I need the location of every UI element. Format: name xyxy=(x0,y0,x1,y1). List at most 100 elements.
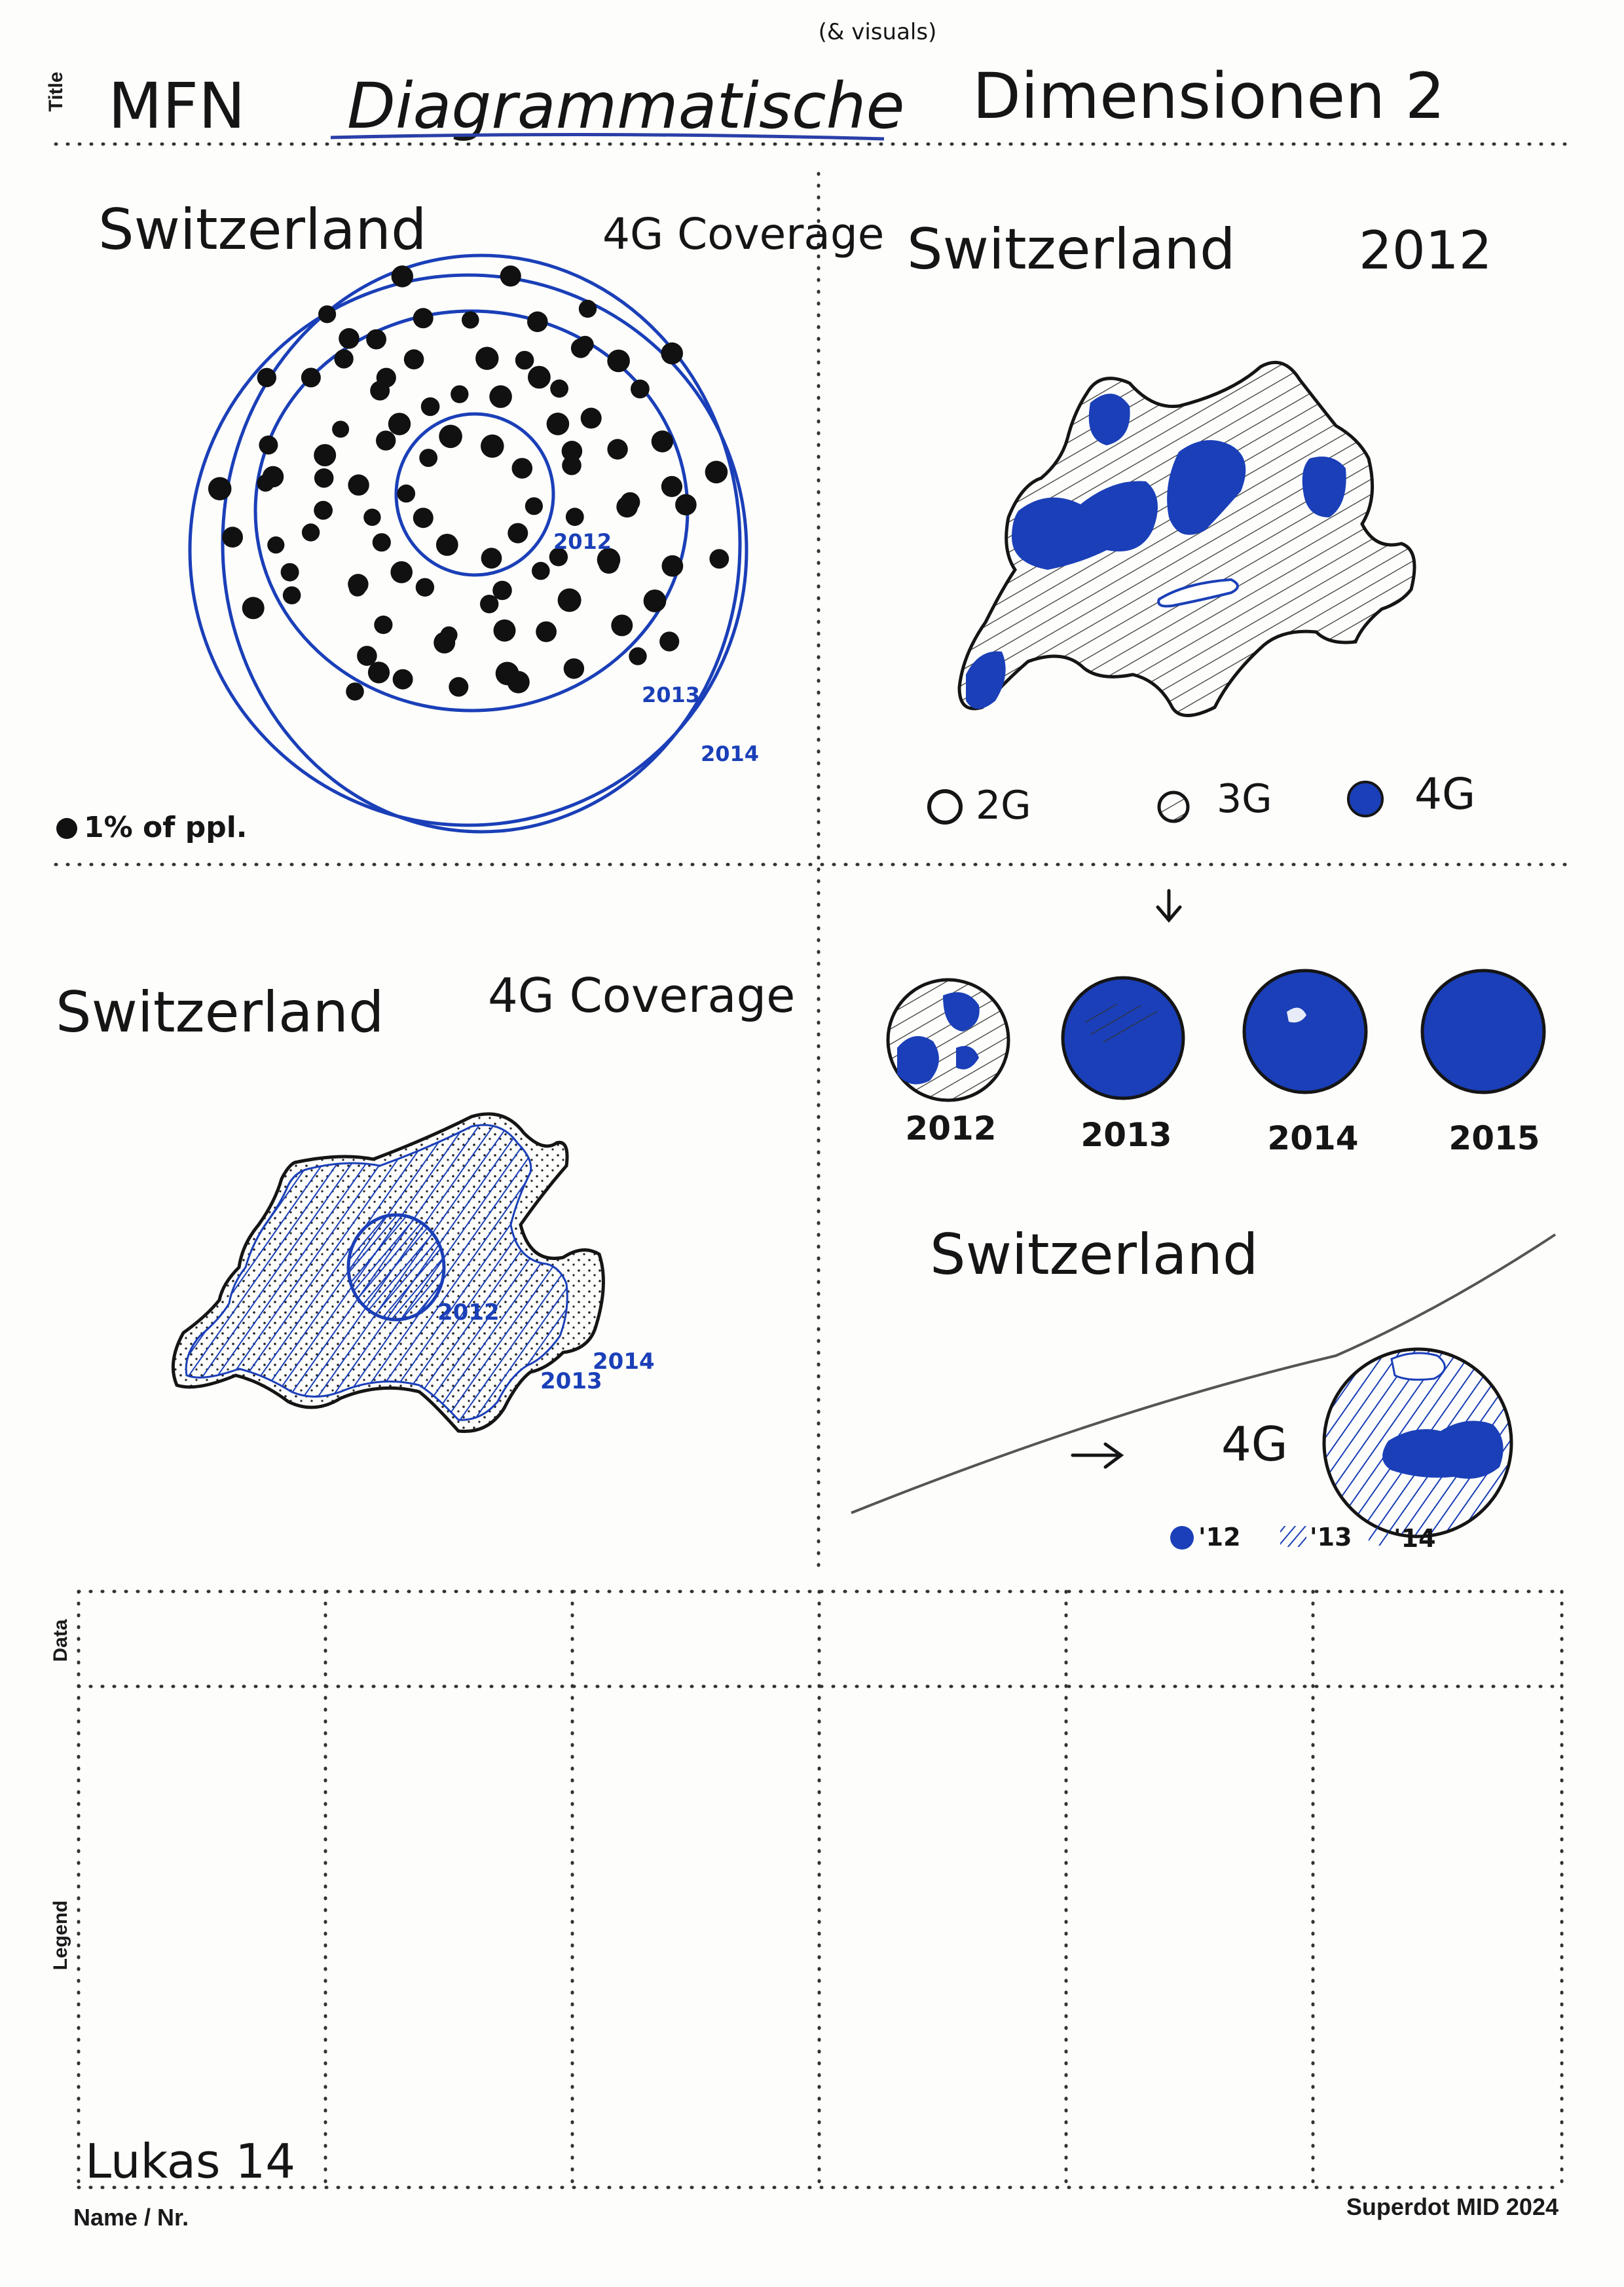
year-2013: 2013 xyxy=(1080,1116,1172,1154)
legend-4g-icon xyxy=(1347,781,1384,817)
population-dot xyxy=(576,335,594,354)
population-dot xyxy=(549,548,568,567)
ring-label-2012: 2012 xyxy=(553,529,612,554)
year-2015: 2015 xyxy=(1449,1119,1540,1157)
ring-2012 xyxy=(394,412,555,577)
sketch-1-concentric-dots: Switzerland 4G Coverage 2012 2013 2014 1… xyxy=(56,197,884,844)
author-name: Lukas 14 xyxy=(85,2134,295,2189)
ring-2014 xyxy=(188,273,748,827)
sketch-2-year: 2012 xyxy=(1359,220,1492,281)
population-dot xyxy=(301,367,321,388)
title-note: (& visuals) xyxy=(819,19,937,45)
legend-13-label: '13 xyxy=(1310,1523,1352,1552)
population-dot xyxy=(314,468,334,488)
brand-label: Superdot MID 2024 xyxy=(1346,2193,1559,2220)
sketch-3-subtitle: 4G Coverage xyxy=(488,968,795,1023)
circle-2014 xyxy=(1242,969,1368,1094)
population-dot xyxy=(434,631,456,654)
population-dot xyxy=(451,385,469,403)
population-dot xyxy=(262,466,284,488)
population-dot xyxy=(314,444,337,466)
population-dot xyxy=(705,460,728,484)
coverage-blob xyxy=(1012,481,1158,570)
sketch-2-coverage-map-2012: Switzerland 2012 2G 3G 4G xyxy=(907,217,1492,828)
population-dot xyxy=(675,494,697,515)
population-dot xyxy=(462,311,479,329)
coverage-blob xyxy=(956,1046,979,1069)
legend-2g-label: 2G xyxy=(976,783,1031,828)
ring-label-2013: 2013 xyxy=(642,682,700,707)
population-dot xyxy=(643,589,667,612)
sketch-1-subtitle: 4G Coverage xyxy=(602,209,884,259)
sketch-4-yearly-circles: 2012 2013 2014 2015 xyxy=(886,889,1546,1157)
coverage-blob xyxy=(1382,1421,1504,1479)
population-dot xyxy=(515,350,534,370)
sketch-2-title: Switzerland xyxy=(907,217,1236,282)
population-dot xyxy=(565,508,584,527)
population-dot xyxy=(550,379,568,398)
trend-line xyxy=(851,1233,1557,1514)
population-dot xyxy=(420,397,440,417)
coverage-core-2012 xyxy=(346,1213,446,1322)
population-dot xyxy=(415,578,435,597)
population-dot xyxy=(419,449,438,467)
population-dot xyxy=(620,492,640,512)
legend-12-icon xyxy=(1170,1526,1194,1550)
legend-14-icon xyxy=(1369,1527,1388,1546)
legend-13-icon xyxy=(1280,1526,1306,1547)
population-dot xyxy=(546,413,570,436)
name-label: Name / Nr. xyxy=(73,2204,189,2231)
population-dot xyxy=(376,367,396,388)
population-dot xyxy=(629,647,647,665)
title-suffix: Dimensionen 2 xyxy=(972,60,1445,133)
sketch-1-title: Switzerland xyxy=(98,197,427,263)
population-dots xyxy=(208,265,729,701)
legend-14-label: '14 xyxy=(1393,1524,1436,1553)
population-dot xyxy=(449,677,469,697)
population-dot xyxy=(435,534,458,556)
sketch-3-title: Switzerland xyxy=(56,980,384,1045)
circle-2013 xyxy=(1061,976,1185,1100)
lake-outline xyxy=(1157,578,1239,608)
legend-3g-label: 3G xyxy=(1217,776,1272,822)
sketch-5-trend-globe: Switzerland 4G '12 '13 '14 xyxy=(851,1222,1557,1553)
population-dot xyxy=(511,458,533,479)
population-dot xyxy=(348,474,369,496)
title-prefix: MFN xyxy=(108,69,246,143)
population-dot xyxy=(366,329,386,350)
population-dot xyxy=(532,561,550,580)
population-dot xyxy=(500,265,521,287)
title-main: Diagrammatische xyxy=(347,69,905,143)
population-dot xyxy=(339,328,360,349)
population-dot xyxy=(222,527,243,548)
side-label-title: Title xyxy=(45,71,67,111)
coverage-blob xyxy=(966,651,1006,709)
coverage-blob xyxy=(1302,456,1346,517)
population-dot xyxy=(397,484,416,503)
sketch-5-title: Switzerland xyxy=(930,1222,1259,1288)
population-dot xyxy=(267,536,285,554)
legend-2g-icon xyxy=(927,789,963,825)
population-dot xyxy=(661,342,683,365)
sketch-3-coverage-map-layered: Switzerland 4G Coverage 2012 2014 2013 xyxy=(56,968,795,1434)
uncovered-area xyxy=(1085,1003,1162,1043)
population-dot xyxy=(376,430,396,451)
population-dot xyxy=(332,420,350,438)
population-dot xyxy=(257,367,276,388)
title-underline xyxy=(330,132,885,141)
population-dot xyxy=(357,646,377,666)
population-dot xyxy=(280,563,299,582)
population-dot xyxy=(525,497,544,515)
population-dot xyxy=(318,305,337,324)
coverage-blob xyxy=(897,1036,939,1085)
population-dot xyxy=(611,614,633,637)
population-dot xyxy=(607,439,628,460)
coverage-blob xyxy=(943,992,980,1032)
sketch-1-legend: 1% of ppl. xyxy=(84,811,248,844)
population-dot xyxy=(480,595,499,614)
population-dot xyxy=(578,299,597,318)
population-dot xyxy=(439,424,462,449)
population-dot xyxy=(481,434,504,458)
ring-2014-outer xyxy=(221,253,742,834)
legend-3g-icon xyxy=(1157,790,1190,823)
